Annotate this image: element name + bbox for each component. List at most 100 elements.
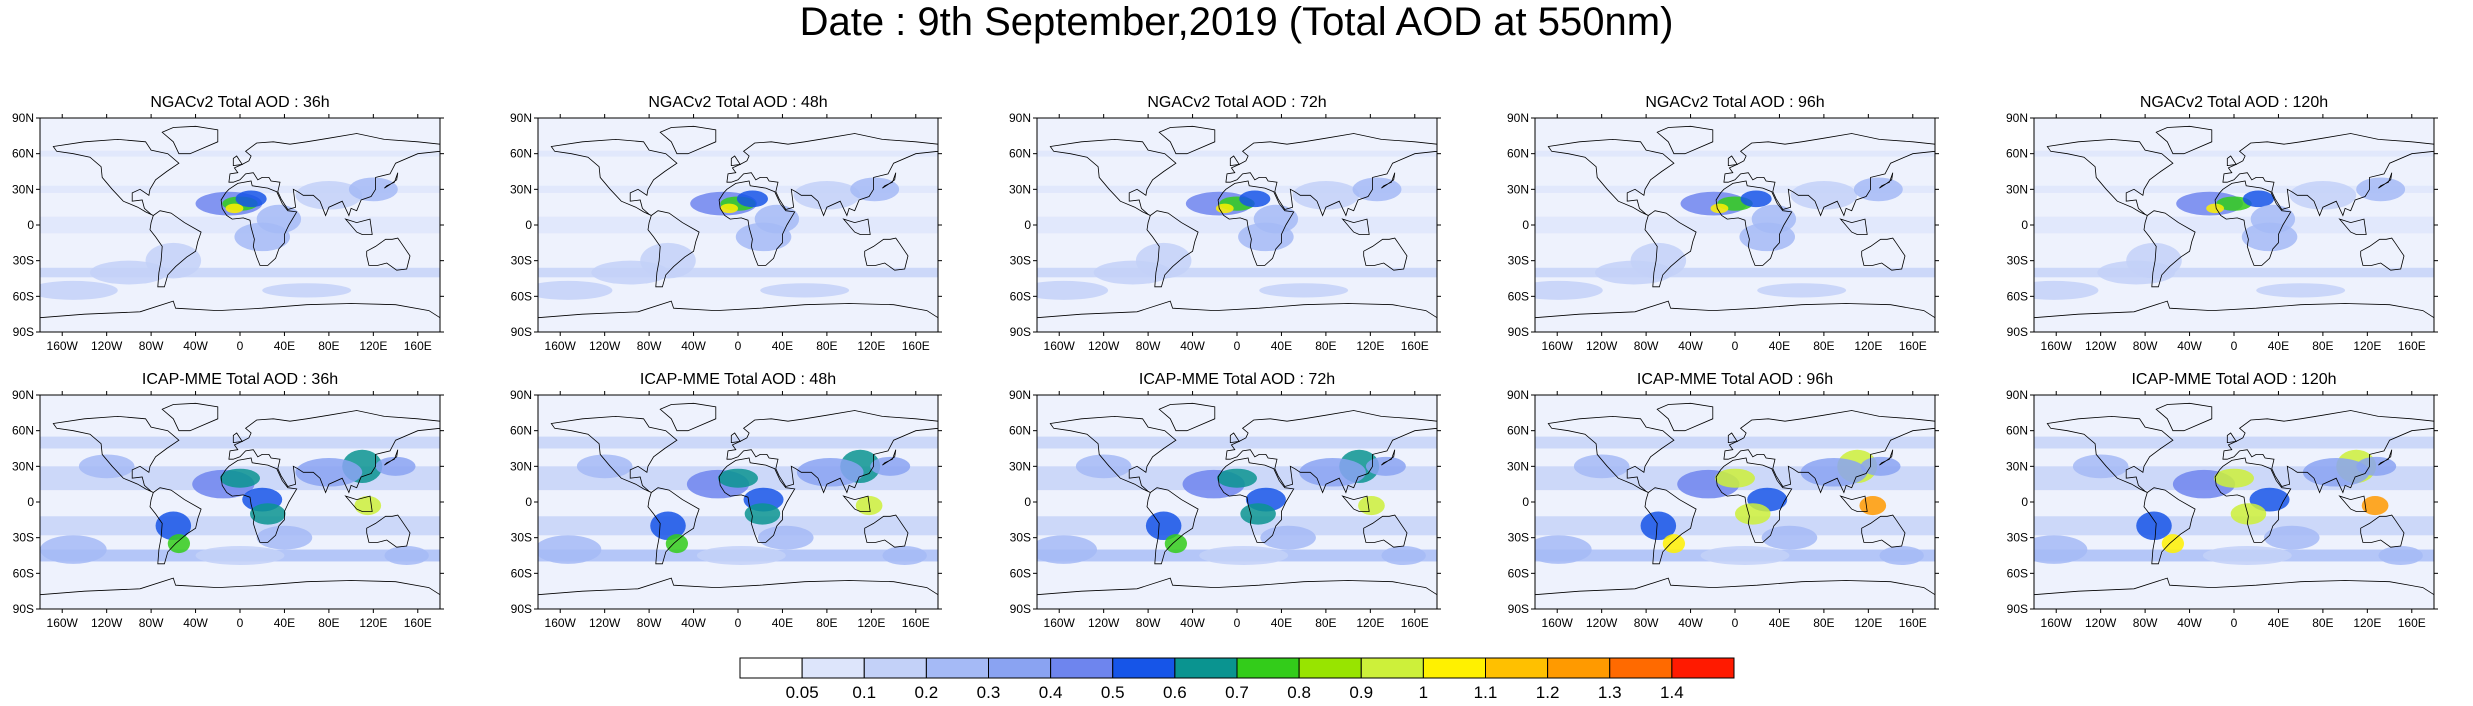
lon-tick-label: 160W — [1044, 616, 1076, 630]
lon-tick-label: 80W — [2133, 616, 2158, 630]
lon-tick-label: 40E — [2268, 616, 2289, 630]
colorbar-label: 0.5 — [1101, 683, 1125, 702]
coastline — [1217, 180, 1295, 266]
colorbar-swatch — [988, 657, 1052, 679]
lon-tick-label: 80E — [2312, 339, 2333, 353]
coastline — [659, 402, 717, 432]
colorbar-swatch — [1174, 657, 1238, 679]
lon-tick-label: 120E — [2353, 339, 2381, 353]
lat-tick-label: 90S — [511, 602, 532, 616]
lat-tick-label: 0 — [27, 495, 34, 509]
coastline — [161, 402, 219, 432]
colorbar-label: 0.2 — [915, 683, 939, 702]
lat-tick-label: 60N — [1507, 147, 1529, 161]
colorbar-swatch — [739, 657, 803, 679]
panel-title: NGACv2 Total AOD : 48h — [648, 94, 828, 111]
aod-map: 90N 60N 30N 0 30S 60S 90S 160W 120W 80W 40W 0 40E 80E… — [1507, 111, 1939, 353]
lon-tick-label: 80W — [139, 339, 164, 353]
coastline — [2226, 155, 2237, 167]
lon-tick-label: 120W — [1586, 616, 1618, 630]
lat-tick-label: 60S — [13, 289, 34, 303]
coastline — [384, 172, 399, 189]
lon-tick-label: 160E — [1899, 616, 1927, 630]
coastline — [1715, 457, 1793, 543]
aod-patch — [2216, 196, 2252, 211]
lon-tick-label: 160E — [902, 339, 930, 353]
coastline — [1381, 172, 1396, 189]
lon-tick-label: 40E — [1271, 616, 1292, 630]
lon-tick-label: 120W — [1088, 339, 1120, 353]
lon-tick-label: 80W — [1136, 616, 1161, 630]
coastline — [659, 125, 717, 155]
lon-tick-label: 80W — [1634, 616, 1659, 630]
aod-patch — [384, 545, 429, 566]
colorbar-swatch — [1236, 657, 1300, 679]
panel-title: ICAP-MME Total AOD : 48h — [639, 371, 837, 388]
lon-tick-label: 160E — [902, 616, 930, 630]
colorbar-label: 0.05 — [786, 683, 819, 702]
lon-tick-label: 40W — [681, 339, 706, 353]
lon-tick-label: 160W — [1542, 616, 1574, 630]
coastline — [1723, 133, 1935, 217]
lat-tick-label: 30S — [2007, 531, 2028, 545]
coastline — [2214, 180, 2292, 266]
aod-map: 90N 60N 30N 0 30S 60S 90S 160W 120W 80W 40W 0 40E 80E… — [1009, 388, 1441, 630]
coastline — [2155, 125, 2213, 155]
lat-tick-label: 60N — [1009, 424, 1031, 438]
lon-tick-label: 80E — [1315, 616, 1336, 630]
coastline — [220, 457, 298, 543]
coastline — [232, 155, 243, 167]
lat-tick-label: 90S — [511, 325, 532, 339]
aod-patch — [2034, 280, 2099, 300]
aod-patch — [850, 177, 900, 202]
lon-tick-label: 80W — [637, 616, 662, 630]
lat-tick-label: 60N — [1507, 424, 1529, 438]
coastline — [1217, 457, 1295, 543]
lat-tick-label: 90S — [2007, 602, 2028, 616]
aod-patch — [1093, 260, 1172, 285]
coastline — [647, 210, 700, 288]
aod-patch — [354, 496, 382, 516]
aod-patch — [735, 222, 792, 252]
coastline — [1037, 577, 1437, 609]
coastline — [2214, 457, 2292, 543]
lon-tick-label: 40E — [772, 339, 793, 353]
coastline — [882, 449, 897, 466]
coastline — [842, 218, 871, 235]
coastline — [1146, 487, 1199, 565]
coastline — [1049, 138, 1177, 216]
lat-tick-label: 90N — [1507, 388, 1529, 402]
colorbar-swatch — [1050, 657, 1114, 679]
lat-tick-label: 0 — [1024, 495, 1031, 509]
lon-tick-label: 160W — [47, 339, 79, 353]
lon-tick-label: 80E — [318, 339, 339, 353]
coastline — [1225, 410, 1437, 494]
lon-tick-label: 160W — [1542, 339, 1574, 353]
coastline — [1341, 218, 1370, 235]
lat-tick-label: 0 — [1024, 218, 1031, 232]
lon-tick-label: 40E — [274, 616, 295, 630]
coastline — [1547, 415, 1675, 493]
aod-patch — [538, 535, 602, 564]
coastline — [52, 415, 180, 493]
lat-tick-label: 90S — [1010, 602, 1031, 616]
colorbar-label: 1.3 — [1598, 683, 1622, 702]
coastline — [344, 218, 373, 235]
map-panel: ICAP-MME Total AOD : 96h 90N 60N 30N 0 30S 60S… — [1495, 371, 1939, 630]
lat-tick-label: 90S — [2007, 325, 2028, 339]
coastline — [1535, 577, 1935, 609]
coastline — [1839, 495, 1868, 512]
lat-tick-label: 30S — [1508, 254, 1529, 268]
lon-tick-label: 160W — [47, 616, 79, 630]
aod-patch — [538, 280, 613, 300]
lon-tick-label: 160W — [545, 616, 577, 630]
colorbar-swatch — [1422, 657, 1486, 679]
lon-tick-label: 0 — [735, 616, 742, 630]
lon-tick-label: 120E — [359, 616, 387, 630]
panel-title: ICAP-MME Total AOD : 72h — [1138, 371, 1336, 388]
coastline — [2143, 487, 2196, 565]
aod-patch — [1164, 534, 1187, 554]
aod-patch — [2202, 545, 2292, 566]
colorbar-label: 1 — [1419, 683, 1428, 702]
colorbar-label: 0.3 — [977, 683, 1001, 702]
